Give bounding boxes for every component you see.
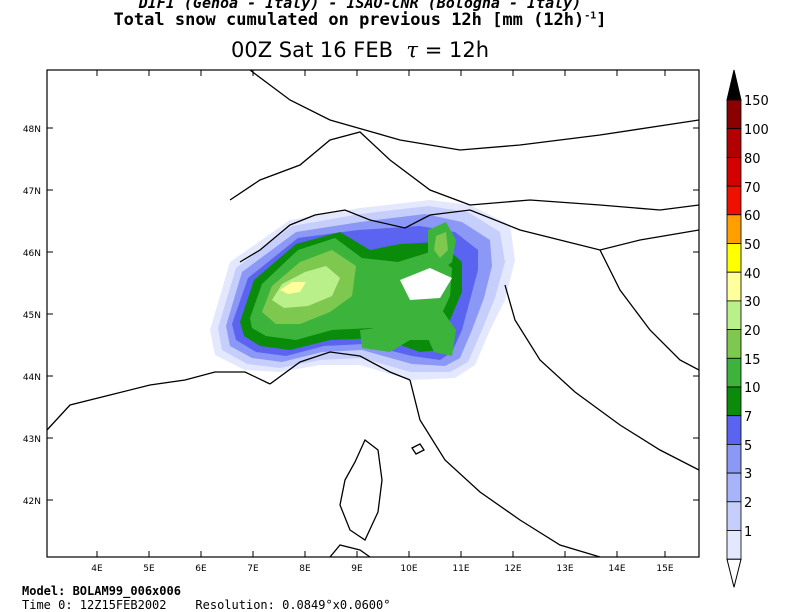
germany-border [249,70,699,151]
colorbar-box [726,415,742,445]
alps-border [239,209,699,263]
colorbar-box [726,300,742,330]
title-bracket: ] [596,10,607,30]
longitude-axis: 4E 5E 6E 7E 8E 9E 10E 11E 12E 13E 14E 15… [91,564,674,574]
colorbar-box [726,501,742,531]
model-info: Model: BOLAM99_006x006 [22,584,181,598]
lon-tick-label: 5E [143,564,155,574]
lon-tick-label: 12E [504,564,521,574]
lon-tick-label: 4E [91,564,103,574]
colorbar-label: 15 [744,353,761,368]
colorbar-label: 30 [744,295,761,310]
lon-tick-label: 14E [608,564,625,574]
snow-cell-apennines [420,310,456,356]
adriatic-coast [504,284,699,471]
colorbar-label: 40 [744,267,761,282]
axis-ticks [47,70,699,557]
colorbar-box [726,185,742,216]
colorbar-label: 50 [744,238,761,253]
title-exponent: -1 [584,10,597,22]
chart-title: Total snow cumulated on previous 12h [mm… [0,10,720,30]
colorbar-box [726,128,742,158]
colorbar-box [726,472,742,503]
colorbar-label: 100 [744,123,769,138]
colorbar-under-arrow [726,558,742,588]
colorbar-label: 7 [744,410,752,425]
ligurian-coast [269,351,411,385]
lat-tick-label: 46N [23,249,41,259]
colorbar-label: 150 [744,94,769,109]
credit-line: DIFI (Genoa - Italy) - ISAO-CNR (Bologna… [138,0,582,12]
title-main: Total snow cumulated on previous 12h [mm… [113,10,585,30]
colorbar-boxes [726,69,742,588]
lon-tick-label: 10E [400,564,417,574]
colorbar-label: 20 [744,324,761,339]
lat-tick-label: 42N [23,497,41,507]
colorbar-label: 70 [744,181,761,196]
lon-tick-label: 9E [351,564,363,574]
colorbar-box [726,357,742,388]
snow-cell-liguria [360,326,410,352]
resolution-info: Resolution: 0.0849°x0.0600° [195,598,391,612]
colorbar-box [726,243,742,273]
init-time: Time 0: 12Z15FEB2002 [22,598,167,612]
colorbar-labels: 150 100 80 70 60 50 40 30 20 15 10 7 5 3… [744,94,769,540]
lon-tick-label: 11E [452,564,469,574]
tau-symbol: τ [406,38,419,62]
lat-tick-label: 47N [23,187,41,197]
colorbar-label: 10 [744,381,761,396]
lon-tick-label: 7E [247,564,259,574]
lat-tick-label: 44N [23,373,41,383]
snow-band-40mm [280,282,306,294]
colorbar-over-arrow [726,69,742,101]
snow-shading [210,200,515,380]
colorbar-box [726,443,742,474]
valid-time: 00Z Sat 16 FEB τ = 12h [0,38,720,62]
colorbar-label: 3 [744,467,752,482]
colorbar-box [726,214,742,244]
time-info: Time 0: 12Z15FEB2002 Resolution: 0.0849°… [22,598,390,612]
colorbar-box [726,156,742,187]
lon-tick-label: 8E [299,564,311,574]
snow-band-30mm [272,266,340,308]
colorbar-box [726,329,742,359]
swiss-border [229,131,471,206]
tau-value: = 12h [424,38,490,62]
colorbar-label: 5 [744,439,752,454]
snow-clear-po-valley [400,268,452,300]
italy-west-coast [409,379,601,557]
lon-tick-label: 15E [656,564,673,574]
lon-tick-label: 13E [556,564,573,574]
colorbar-label: 2 [744,496,752,511]
lat-tick-label: 43N [23,435,41,445]
lat-tick-label: 48N [23,125,41,135]
coastlines-borders [47,70,699,557]
slovenia-croatia-coast [599,249,699,371]
colorbar-box [726,99,742,130]
colorbar-label: 60 [744,209,761,224]
lat-tick-label: 45N [23,311,41,321]
lon-tick-label: 6E [195,564,207,574]
france-coast-west [47,371,271,431]
colorbar-box [726,386,742,417]
colorbar-box [726,530,742,560]
colorbar-label: 80 [744,152,761,167]
snow-cell-lombardy-core [434,232,448,258]
colorbar-label: 1 [744,525,752,540]
colorbar-box [726,271,742,302]
latitude-axis: 42N 43N 44N 45N 46N 47N 48N [23,125,41,507]
valid-time-label: 00Z Sat 16 FEB [230,38,394,62]
corsica [339,438,383,541]
austria-border [469,199,699,211]
elba-island [411,443,425,455]
sardinia-tip [329,544,371,557]
